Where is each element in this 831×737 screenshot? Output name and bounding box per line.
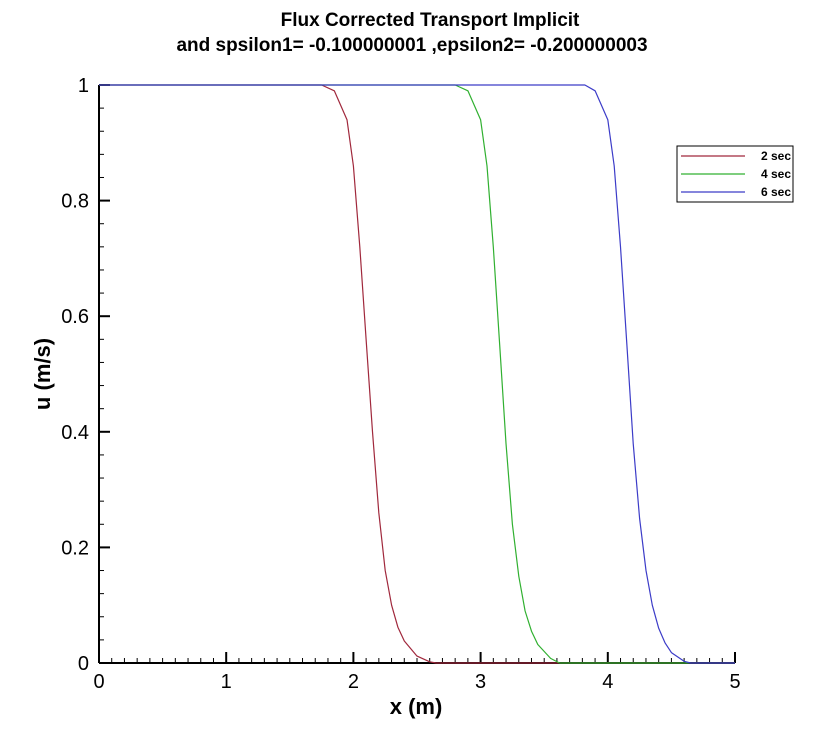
x-axis-title: x (m) <box>390 694 443 719</box>
legend-label: 4 sec <box>761 167 791 181</box>
y-tick-label: 0.8 <box>61 191 89 213</box>
x-tick-label: 3 <box>475 671 486 693</box>
x-tick-label: 0 <box>93 671 104 693</box>
series-line <box>99 84 735 664</box>
y-axis-title: u (m/s) <box>30 338 55 410</box>
plot-area: 0 1 2 3 4 5 0 0.2 0.4 0.6 0.8 1 2 sec 4 sec 6 sec <box>61 75 794 693</box>
y-tick-label: 0.4 <box>61 422 89 444</box>
y-tick-label: 0.6 <box>61 306 89 328</box>
chart-subtitle: and spsilon1= -0.100000001 ,epsilon2= -0… <box>176 35 647 56</box>
x-tick-label: 5 <box>729 671 740 693</box>
legend-label: 6 sec <box>761 185 791 199</box>
y-tick-label: 1 <box>78 75 89 97</box>
y-tick-label: 0.2 <box>61 537 89 559</box>
y-tick-label: 0 <box>78 653 89 675</box>
x-tick-label: 1 <box>221 671 232 693</box>
series-line <box>99 84 735 664</box>
x-tick-label: 2 <box>348 671 359 693</box>
legend-label: 2 sec <box>761 149 791 163</box>
chart-title: Flux Corrected Transport Implicit <box>281 10 580 31</box>
series-line <box>99 84 735 664</box>
x-tick-label: 4 <box>602 671 613 693</box>
